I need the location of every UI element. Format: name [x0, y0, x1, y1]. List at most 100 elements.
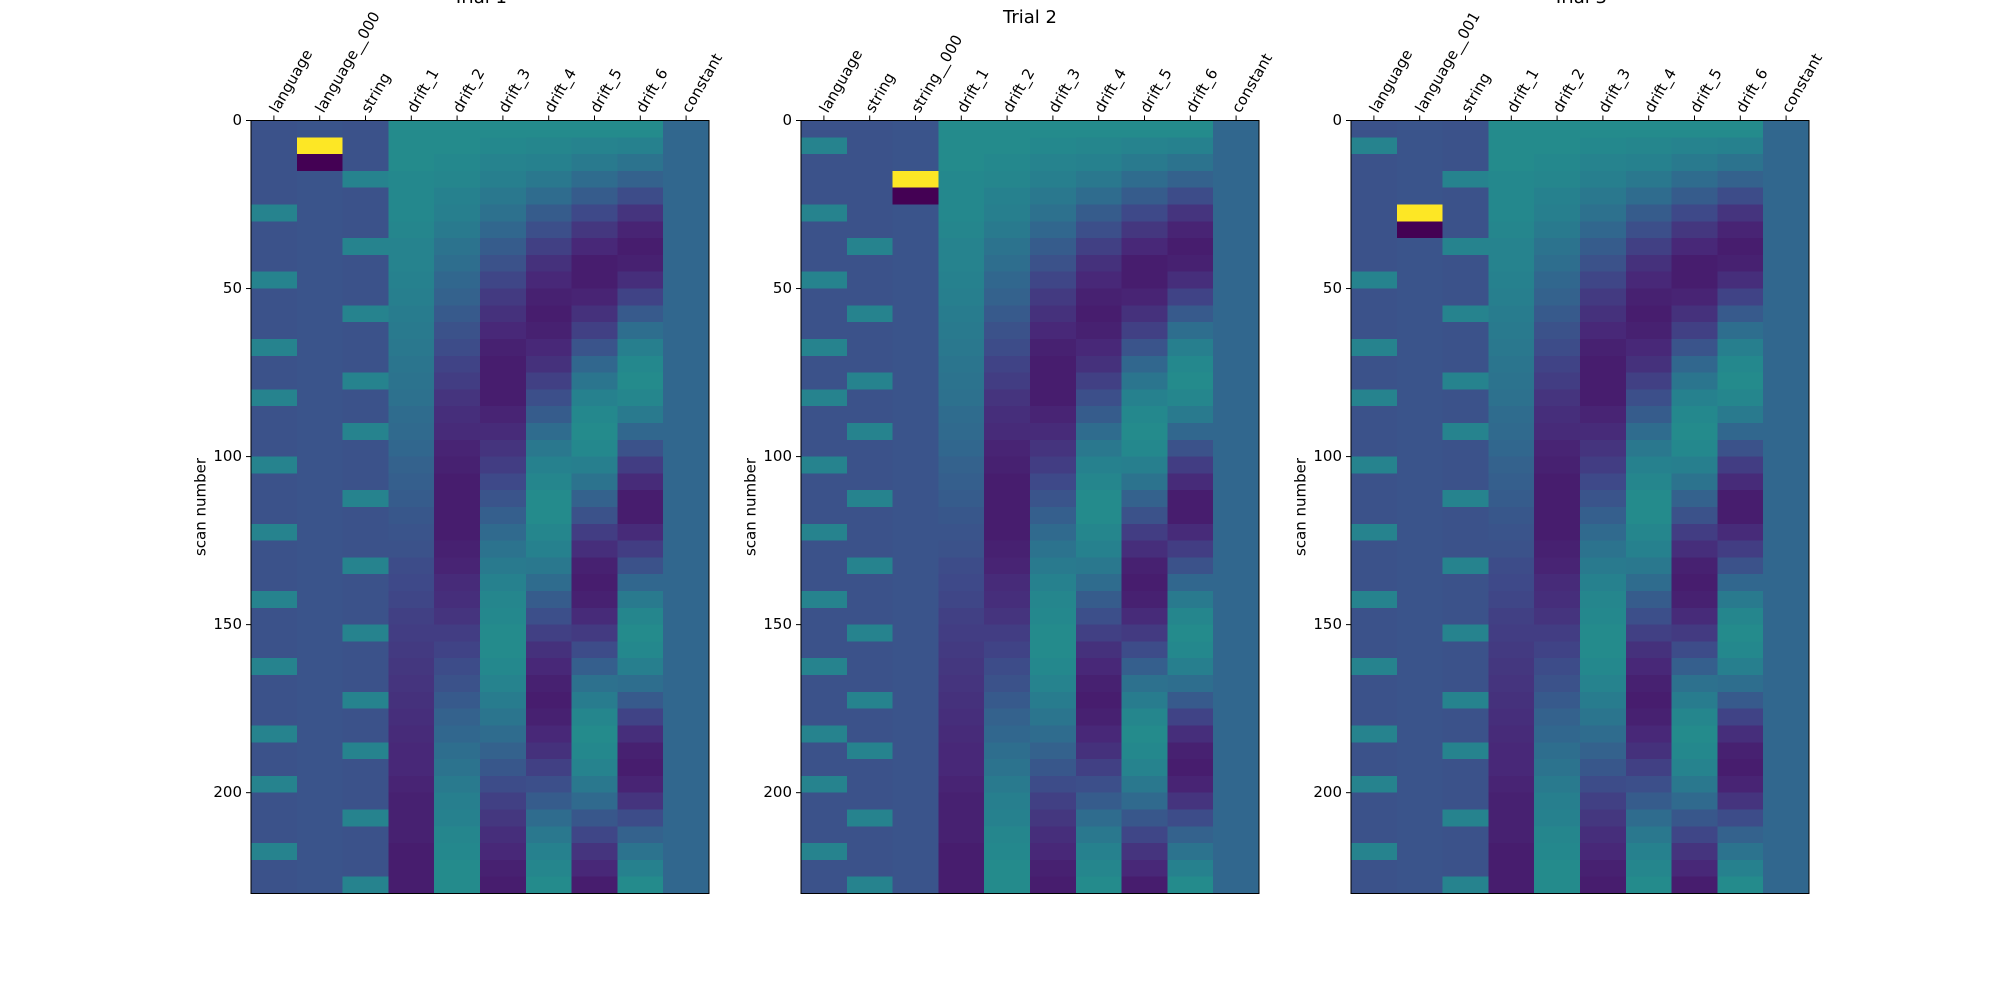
heatmap-cell [663, 624, 710, 643]
heatmap-cell [1351, 742, 1398, 760]
heatmap-cell [984, 658, 1031, 676]
heatmap-cell [663, 456, 710, 474]
heatmap-cell [663, 254, 710, 273]
heatmap-cell [1351, 792, 1398, 811]
heatmap-cell [938, 658, 985, 676]
column-label: string [861, 69, 898, 115]
heatmap-cell [1121, 372, 1168, 390]
heatmap-cell [1075, 154, 1123, 172]
heatmap-cell [1580, 137, 1627, 155]
heatmap-cell [1625, 120, 1673, 138]
heatmap-cell [1030, 523, 1077, 542]
heatmap-cell [1121, 809, 1168, 827]
heatmap-cell [892, 238, 939, 256]
heatmap-cell [938, 120, 985, 138]
heatmap-cell [525, 490, 573, 508]
heatmap-cell [571, 490, 618, 508]
heatmap-cell [984, 876, 1031, 895]
heatmap-cell [801, 120, 848, 138]
heatmap-cell [984, 254, 1031, 273]
heatmap-cell [1534, 540, 1581, 559]
heatmap-cell [846, 675, 894, 693]
heatmap-cell [1534, 658, 1581, 676]
heatmap-cell [1075, 574, 1123, 592]
heatmap-cell [342, 507, 389, 525]
heatmap-cell [1534, 742, 1581, 760]
chart-title: Trial 1 [452, 0, 507, 8]
heatmap-cell [1625, 322, 1673, 340]
y-tick-label: 150 [763, 615, 792, 633]
heatmap-cell [892, 624, 939, 643]
heatmap-cell [1763, 187, 1810, 206]
heatmap-cell [1167, 422, 1214, 441]
heatmap-cell [1488, 675, 1535, 693]
heatmap-cell [251, 759, 298, 777]
heatmap-cell [1213, 120, 1260, 138]
heatmap-cell [938, 305, 985, 323]
heatmap-cell [1396, 338, 1444, 357]
heatmap-cell [1396, 154, 1444, 172]
heatmap-cell [1121, 742, 1168, 760]
heatmap-cell [938, 775, 985, 794]
heatmap-cell [938, 557, 985, 575]
heatmap-cell [342, 775, 389, 794]
y-tick-label: 150 [1313, 615, 1342, 633]
heatmap-cell [1580, 238, 1627, 256]
heatmap-cell [1167, 372, 1214, 390]
heatmap-cell [846, 708, 894, 727]
heatmap-cell [1167, 389, 1214, 407]
heatmap-cell [1030, 708, 1077, 727]
heatmap-cell [480, 792, 527, 811]
heatmap-cell [892, 826, 939, 844]
heatmap-cell [1763, 490, 1810, 508]
heatmap-cell [571, 204, 618, 222]
heatmap-cell [1121, 557, 1168, 575]
heatmap-cell [1396, 574, 1444, 592]
heatmap-cell [1121, 204, 1168, 222]
heatmap-cell [846, 221, 894, 239]
heatmap-cell [434, 338, 481, 357]
heatmap-cell [1075, 170, 1123, 189]
heatmap-cell [801, 859, 848, 878]
heatmap-cell [1625, 792, 1673, 811]
heatmap-cell [1030, 288, 1077, 306]
heatmap-cell [571, 708, 618, 727]
heatmap-cell [1580, 338, 1627, 357]
heatmap-cell [525, 322, 573, 340]
heatmap-cell [984, 557, 1031, 575]
heatmap-cell [938, 422, 985, 441]
heatmap-cell [342, 607, 389, 626]
heatmap-cell [617, 305, 664, 323]
heatmap-cell [1121, 221, 1168, 239]
heatmap-cell [1121, 775, 1168, 794]
heatmap-cell [663, 675, 710, 693]
heatmap-cell [892, 876, 939, 895]
heatmap-cell [1213, 204, 1260, 222]
heatmap-cell [251, 859, 298, 878]
heatmap-cell [984, 238, 1031, 256]
heatmap-cell [1671, 204, 1718, 222]
heatmap-cell [434, 322, 481, 340]
heatmap-cell [1167, 170, 1214, 189]
heatmap-cell [663, 540, 710, 559]
heatmap-cell [938, 389, 985, 407]
heatmap-cell [251, 338, 298, 357]
heatmap-cell [251, 742, 298, 760]
y-tick-label: 200 [213, 783, 242, 801]
heatmap-cell [617, 876, 664, 895]
heatmap-cell [846, 507, 894, 525]
heatmap-cell [388, 271, 435, 290]
heatmap-cell [663, 759, 710, 777]
heatmap-cell [617, 826, 664, 844]
heatmap-cell [1030, 792, 1077, 811]
heatmap-cell [480, 607, 527, 626]
heatmap-cell [296, 775, 344, 794]
heatmap-cell [480, 675, 527, 693]
heatmap-cell [342, 574, 389, 592]
heatmap-cell [1671, 473, 1718, 491]
heatmap-cell [892, 792, 939, 811]
heatmap-cell [1534, 641, 1581, 659]
heatmap-cell [388, 288, 435, 306]
heatmap-cell [984, 271, 1031, 290]
